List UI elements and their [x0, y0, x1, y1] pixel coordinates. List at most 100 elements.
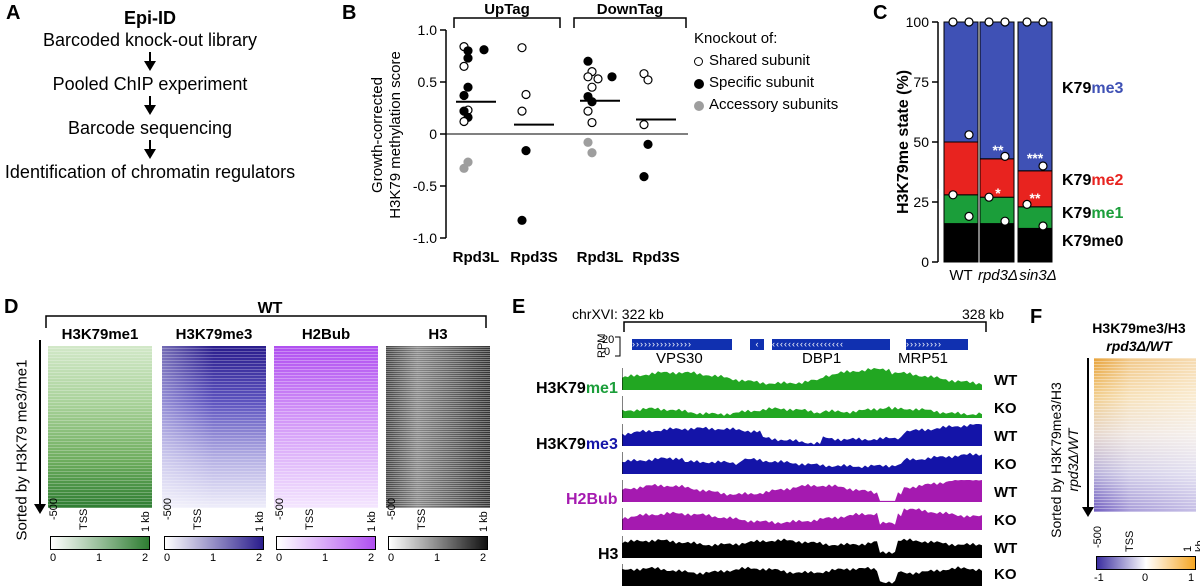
panel-b-point: [521, 89, 531, 100]
track-label-h3k79me1-suffix: me1: [585, 380, 618, 397]
panel-b-ytick-label: -0.5: [413, 178, 437, 194]
panel-d-side-label: Sorted by H3K79 me3/me1: [13, 359, 31, 541]
track-label-h3k79me3: H3K79me3: [536, 436, 618, 454]
track-3-ko: KO: [994, 512, 1017, 529]
panel-b-point: [587, 117, 597, 128]
track-label-h3k79me3-suffix: me3: [585, 436, 618, 453]
coverage-track: [622, 424, 982, 446]
panel-e-label: E: [512, 296, 526, 318]
cbar2-tick-2: 2: [256, 552, 263, 564]
panel-b-point: [459, 61, 469, 72]
heatmap-h3: [386, 346, 490, 508]
track-label-h3k79me1: H3K79me1: [536, 380, 618, 398]
cbar1-tick-1: 1: [96, 552, 103, 564]
panel-f-side-line1: Sorted by H3K79me3/H3: [1048, 382, 1064, 538]
panel-b-point: [459, 90, 469, 101]
panel-b-ylabel-line1: Growth-corrected: [369, 77, 386, 193]
panel-c-point: [1000, 216, 1010, 226]
panel-e-region-right: 328 kb: [962, 306, 1005, 322]
panel-a-step-2: Pooled ChIP experiment: [52, 74, 248, 94]
panel-c-point: [984, 17, 994, 27]
panel-c-star-sin3-me3: ***: [1027, 150, 1044, 166]
label-k79me1: K79me1: [1062, 205, 1123, 223]
heatmap-2-x-mid: TSS: [192, 508, 204, 530]
panel-b-downtag-label: DownTag: [597, 1, 663, 18]
track-1-wt: WT: [994, 372, 1018, 389]
panel-e-region-bracket: [623, 321, 987, 332]
track-label-h3k79me3-prefix: H3K79: [536, 436, 586, 453]
flow-arrow-2: [149, 96, 151, 106]
label-k79me2-prefix: K79: [1062, 172, 1092, 189]
track-3-wt: WT: [994, 484, 1018, 501]
legend-specific-label: Specific subunit: [709, 74, 815, 91]
panel-b-label: B: [342, 2, 357, 24]
panel-d-bracket: [45, 315, 487, 328]
heatmap-h3k79me3: [162, 346, 266, 508]
legend-accessory-marker: [694, 101, 704, 111]
panel-b-point: [643, 139, 653, 149]
panel-f-sort-arrowhead: [1082, 507, 1094, 517]
panel-b-point: [587, 82, 597, 92]
panel-b-uptag-bracket: [453, 17, 561, 28]
panel-c-bar-segment: [943, 194, 979, 225]
cbar3-tick-0: 0: [276, 552, 283, 564]
track-4-wt: WT: [994, 540, 1018, 557]
panel-b-ytick-label: -1.0: [413, 230, 437, 246]
cbar-f-tick-2: 1: [1188, 572, 1195, 584]
track-2-ko: KO: [994, 456, 1017, 473]
panel-c-star-rpd3-me2: *: [995, 185, 1001, 201]
panel-c-star-rpd3-me3: **: [993, 142, 1004, 158]
panel-c-point: [948, 190, 958, 200]
cbar3-tick-1: 1: [322, 552, 329, 564]
panel-f-x-right: 1 kb: [1182, 540, 1200, 552]
panel-c-label: C: [873, 2, 888, 24]
panel-c-ytick-label: 75: [913, 74, 929, 90]
colorbar-f: [1096, 556, 1196, 570]
label-k79me2: K79me2: [1062, 172, 1123, 190]
heatmap-title-h3k79me3: H3K79me3: [175, 326, 253, 343]
panel-b-point: [583, 72, 593, 82]
heatmap-4-x-right: 1 kb: [478, 511, 490, 532]
panel-a-step-3: Barcode sequencing: [67, 118, 233, 138]
panel-f-x-left: -500: [1092, 525, 1104, 548]
panel-d-sort-arrowhead: [34, 504, 46, 514]
panel-b-point: [459, 116, 469, 127]
panel-c-point: [1038, 221, 1048, 231]
panel-b-point: [479, 45, 489, 55]
track-label-h3k79me1-prefix: H3K79: [536, 380, 586, 397]
legend-accessory-label: Accessory subunits: [709, 96, 839, 113]
label-k79me1-prefix: K79: [1062, 205, 1092, 222]
coverage-track: [622, 538, 982, 558]
panel-c-ytick-label: 0: [921, 254, 929, 270]
panel-e-rpm-top: 20: [602, 334, 615, 346]
gene-dbp1-box: ‹‹‹‹‹‹‹‹‹‹‹‹‹‹‹‹‹‹: [772, 339, 890, 350]
label-k79me3: K79me3: [1062, 80, 1123, 98]
panel-f-label: F: [1030, 306, 1043, 328]
panel-c-ytick-label: 25: [913, 194, 929, 210]
panel-c-bar-segment: [979, 223, 1015, 263]
cbar4-tick-2: 2: [480, 552, 487, 564]
cbar-f-tick-0: -1: [1094, 572, 1104, 584]
panel-d-sort-arrow: [39, 340, 41, 505]
track-1-ko: KO: [994, 400, 1017, 417]
flow-arrow-3: [149, 140, 151, 150]
panel-b-point: [587, 97, 597, 107]
heatmap-h2bub: [274, 346, 378, 508]
panel-b-legend-title: Knockout of:: [694, 30, 778, 47]
coverage-track: [622, 406, 982, 418]
panel-b-x-label-4: Rpd3S: [632, 249, 680, 266]
panel-b-ytick-label: 0: [429, 126, 437, 142]
panel-b-point: [643, 75, 653, 85]
flow-arrowhead-3: [144, 149, 156, 159]
panel-a-title: Epi-ID: [124, 8, 176, 28]
heatmap-1-x-right: 1 kb: [140, 511, 152, 532]
panel-c-x-label-sin3: sin3Δ: [1019, 267, 1057, 284]
colorbar-h2bub: [276, 536, 376, 550]
heatmap-3-x-mid: TSS: [304, 508, 316, 530]
gene-small-box: ‹: [750, 339, 764, 350]
panel-b-downtag-bracket: [573, 17, 687, 28]
panel-b-ytick-label: 1.0: [418, 22, 438, 38]
heatmap-title-h3: H3: [428, 326, 448, 343]
flow-arrow-1: [149, 52, 151, 62]
legend-shared-marker: [694, 57, 703, 66]
